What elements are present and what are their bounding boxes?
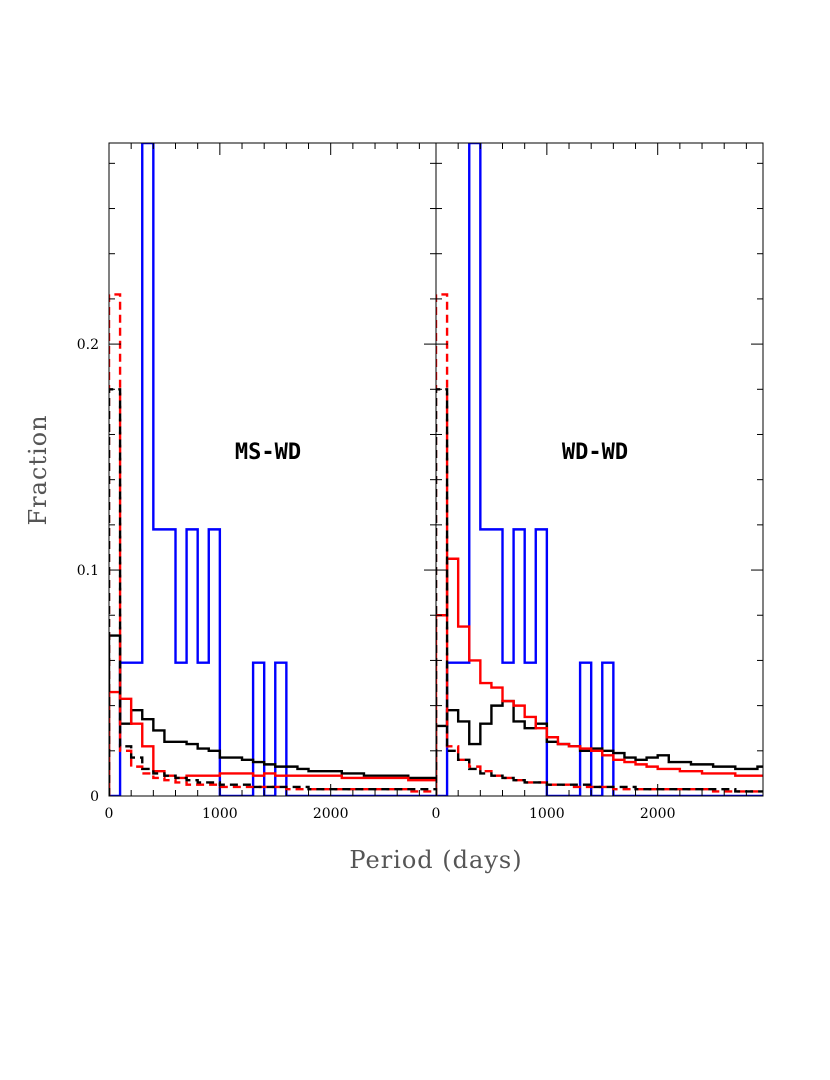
histogram-series-4	[109, 293, 436, 796]
panel-frame	[435, 142, 764, 797]
histogram-series-5	[436, 388, 763, 796]
panel-ms-wd: 0 1000 2000 0 0.1 0.2 MS-WD	[77, 142, 437, 822]
series-group	[436, 143, 763, 796]
x-tick-label: 2000	[640, 806, 676, 822]
histogram-series-3	[109, 690, 436, 796]
x-tick-label: 0	[432, 806, 441, 822]
y-tick-label: 0.1	[77, 563, 99, 579]
y-axis-title: Fraction	[24, 414, 52, 525]
x-tick-label: 1000	[529, 806, 565, 822]
panel-wd-wd: 0 1000 2000 WD-WD	[432, 142, 764, 822]
histogram-series-3	[436, 557, 763, 796]
x-axis-title: Period (days)	[349, 846, 522, 874]
panels-layer: 0 1000 2000 0 0.1 0.2 MS-WD 0 1000 2000 WD-WD	[77, 142, 764, 822]
histogram-series-1	[436, 143, 763, 796]
panel-title: WD-WD	[562, 440, 628, 465]
x-tick-label: 2000	[313, 806, 349, 822]
histogram-series-5	[109, 388, 436, 796]
series-group	[109, 143, 436, 796]
y-tick-label: 0	[90, 789, 99, 805]
x-tick-label: 1000	[202, 806, 238, 822]
histogram-series-1	[109, 143, 436, 796]
histogram-series-2	[109, 634, 436, 796]
panel-frame	[108, 142, 437, 797]
x-tick-label: 0	[105, 806, 114, 822]
panel-title: MS-WD	[235, 440, 301, 465]
y-tick-label: 0.2	[77, 337, 99, 353]
